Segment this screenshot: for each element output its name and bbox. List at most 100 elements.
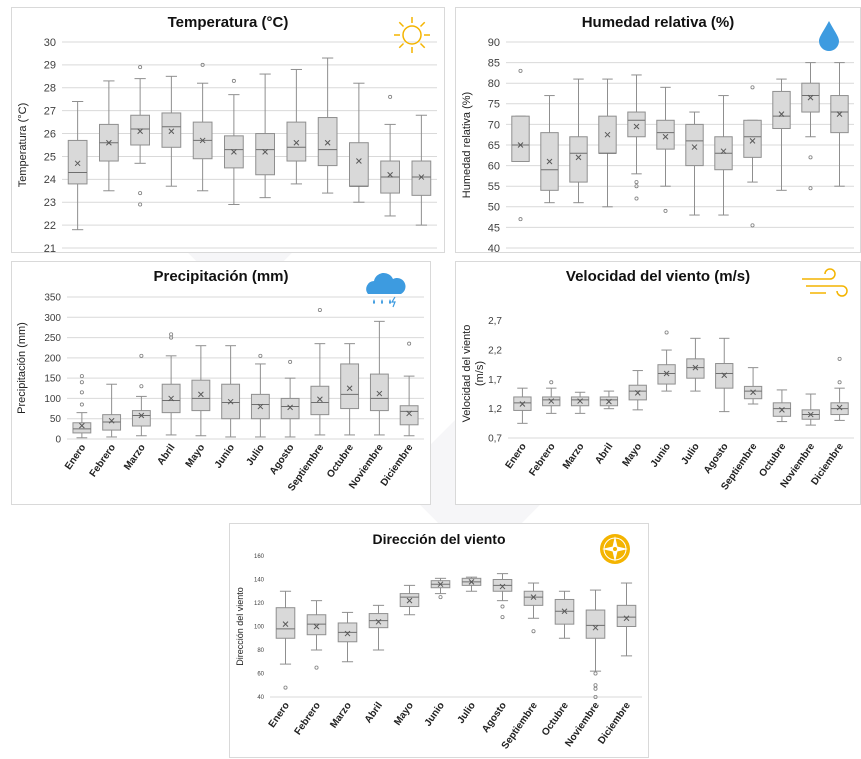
outlier-point [139, 384, 144, 389]
box-mayo [192, 62, 213, 192]
mean-marker [592, 624, 599, 631]
mean-marker [561, 608, 568, 615]
y-tick-label: 2,7 [488, 316, 502, 327]
mean-marker [231, 149, 237, 155]
x-tick-label: Junio [213, 442, 237, 470]
outlier-point [531, 629, 536, 634]
outlier-point [288, 359, 293, 364]
wind-line [802, 268, 836, 280]
box-septiembre [310, 307, 330, 436]
y-tick-label: 90 [488, 37, 500, 49]
mean-marker [344, 630, 351, 637]
mean-marker [779, 407, 785, 413]
mean-marker [324, 139, 331, 146]
outlier-point [593, 694, 598, 699]
mean-marker [317, 396, 323, 403]
y-tick-label: 23 [44, 197, 56, 209]
mean-marker [519, 401, 526, 407]
sun-ray [419, 42, 426, 49]
wind-speed-chart: 0,7 1,2 1,7 2,2 2,7 Velocidad del viento (m/s)… [461, 268, 854, 492]
y-tick-label: 70 [488, 119, 500, 131]
wind-direction-chart-title: Dirección del viento [372, 531, 506, 547]
box-iqr [411, 160, 432, 196]
box-julio [250, 353, 270, 438]
outlier-point [317, 307, 322, 312]
wind-line [806, 285, 848, 297]
y-tick-label: 200 [44, 353, 61, 364]
box-julio [685, 111, 704, 216]
y-tick-label: 0,7 [488, 434, 502, 445]
mean-marker [376, 390, 383, 397]
mean-marker [517, 142, 524, 148]
outlier-point [79, 402, 84, 407]
box-enero [275, 590, 296, 690]
outlier-point [518, 68, 523, 73]
y-tick-label: 160 [254, 554, 265, 560]
y-tick-label: 55 [488, 181, 500, 193]
mean-marker [633, 123, 640, 130]
mean-marker [575, 154, 582, 161]
x-tick-label: Enero [267, 700, 292, 730]
outlier-point [283, 685, 288, 690]
y-tick-label: 65 [488, 140, 500, 152]
box-iqr [255, 133, 275, 176]
box-marzo [131, 353, 151, 437]
x-tick-label: Enero [504, 441, 529, 471]
y-tick-label: 80 [488, 78, 500, 90]
outlier-point [138, 202, 143, 207]
box-agosto [286, 68, 307, 185]
box-julio [255, 73, 275, 199]
box-noviembre [369, 320, 389, 436]
box-iqr [511, 115, 530, 162]
x-tick-label: Marzo [561, 441, 587, 471]
wind-direction-chart: 40 60 80 100 120 140 160 Dirección del viento En… [235, 534, 642, 751]
box-iqr [585, 609, 606, 639]
mean-marker [106, 139, 112, 146]
mean-marker [692, 364, 699, 371]
mean-marker [468, 578, 475, 585]
x-tick-label: Mayo [184, 442, 208, 469]
mean-marker [168, 395, 174, 402]
outlier-point [139, 353, 144, 358]
box-junio [656, 86, 675, 213]
y-tick-label: 100 [44, 394, 61, 405]
box-iqr [656, 119, 675, 150]
mean-marker [662, 133, 669, 140]
box-abril [599, 390, 619, 410]
box-julio [461, 576, 482, 592]
box-septiembre [743, 85, 762, 228]
y-tick-label: 40 [257, 695, 264, 701]
box-iqr [67, 139, 88, 185]
box-iqr [743, 119, 762, 158]
x-tick-label: Mayo [392, 700, 416, 727]
outlier-point [634, 180, 639, 185]
box-iqr [369, 373, 389, 412]
x-tick-label: Febrero [293, 700, 323, 737]
wind-speed-chart-panel: Velocidad del viento (m/s) 0,7 1,2 1,7 2,2 2… [455, 261, 861, 505]
x-tick-label: Agosto [480, 700, 509, 735]
y-tick-label: 100 [254, 625, 265, 631]
mean-marker [807, 411, 814, 418]
box-febrero [99, 80, 119, 192]
mean-marker [577, 398, 583, 404]
box-octubre [772, 389, 792, 423]
x-tick-label: Marzo [328, 700, 354, 730]
y-tick-label: 40 [488, 243, 500, 252]
box-iqr [685, 123, 704, 167]
y-tick-label: 22 [44, 220, 56, 232]
x-tick-label: Junio [649, 441, 673, 469]
box-julio [686, 337, 705, 392]
rain-drop [389, 299, 391, 304]
x-tick-label: Febrero [527, 441, 557, 478]
outlier-point [438, 595, 443, 600]
outlier-point [663, 208, 668, 213]
box-abril [368, 604, 389, 651]
outlier-point [593, 686, 598, 691]
mean-marker [548, 398, 555, 404]
cloud-shape [366, 272, 406, 294]
mean-marker [663, 370, 670, 377]
rain-drop [373, 299, 375, 304]
y-tick-label: 26 [44, 128, 56, 140]
compass-icon [600, 534, 630, 564]
box-agosto [714, 95, 733, 216]
